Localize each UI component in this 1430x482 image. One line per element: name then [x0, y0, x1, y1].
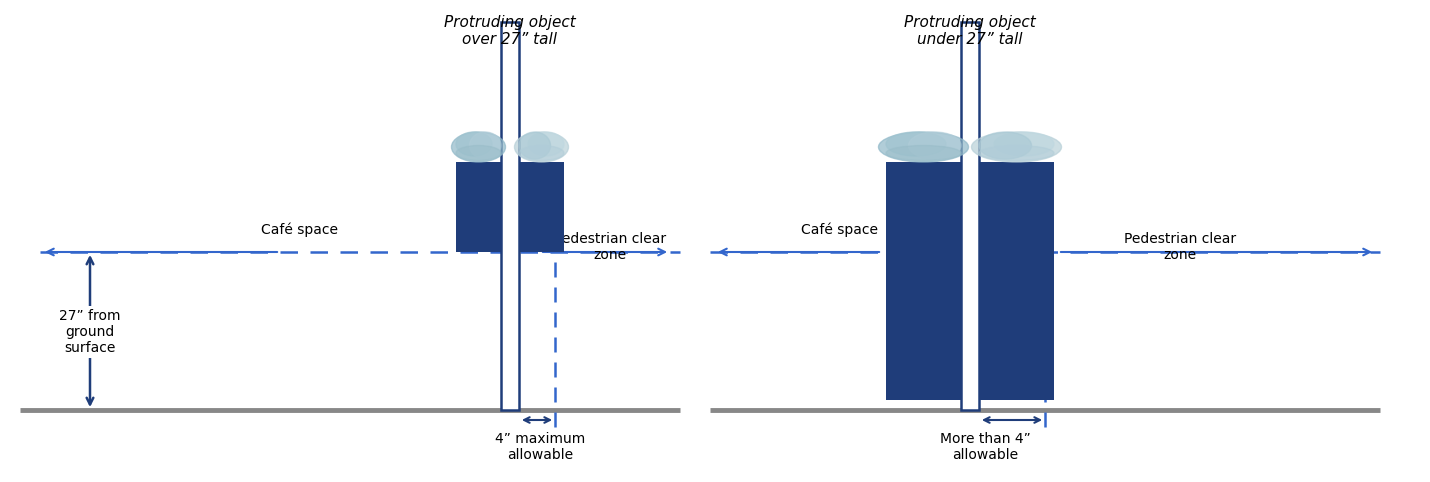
- Bar: [456, 162, 500, 252]
- Ellipse shape: [519, 146, 563, 161]
- Ellipse shape: [452, 132, 505, 162]
- Ellipse shape: [878, 132, 968, 162]
- Ellipse shape: [456, 132, 492, 156]
- Ellipse shape: [980, 132, 1031, 159]
- Text: Protruding object
over 27” tall: Protruding object over 27” tall: [445, 14, 576, 47]
- Ellipse shape: [456, 146, 500, 161]
- Ellipse shape: [887, 146, 961, 161]
- Ellipse shape: [528, 132, 563, 156]
- Ellipse shape: [908, 132, 961, 159]
- Text: Pedestrian clear
zone: Pedestrian clear zone: [553, 232, 666, 262]
- Ellipse shape: [515, 132, 569, 162]
- Text: Café space: Café space: [262, 223, 339, 237]
- Bar: [519, 162, 563, 252]
- Ellipse shape: [469, 132, 500, 159]
- Ellipse shape: [971, 132, 1061, 162]
- Text: Café space: Café space: [801, 223, 878, 237]
- Bar: [500, 22, 519, 410]
- Text: Protruding object
under 27” tall: Protruding object under 27” tall: [904, 14, 1035, 47]
- Ellipse shape: [980, 146, 1054, 161]
- Ellipse shape: [887, 132, 947, 156]
- Text: 27” from
ground
surface: 27” from ground surface: [59, 309, 120, 355]
- Ellipse shape: [519, 132, 551, 159]
- Bar: [887, 162, 961, 400]
- Ellipse shape: [994, 132, 1054, 156]
- Text: More than 4”
allowable: More than 4” allowable: [940, 432, 1031, 462]
- Bar: [961, 22, 980, 410]
- Bar: [980, 162, 1054, 400]
- Text: 4” maximum
allowable: 4” maximum allowable: [495, 432, 585, 462]
- Text: Pedestrian clear
zone: Pedestrian clear zone: [1124, 232, 1236, 262]
